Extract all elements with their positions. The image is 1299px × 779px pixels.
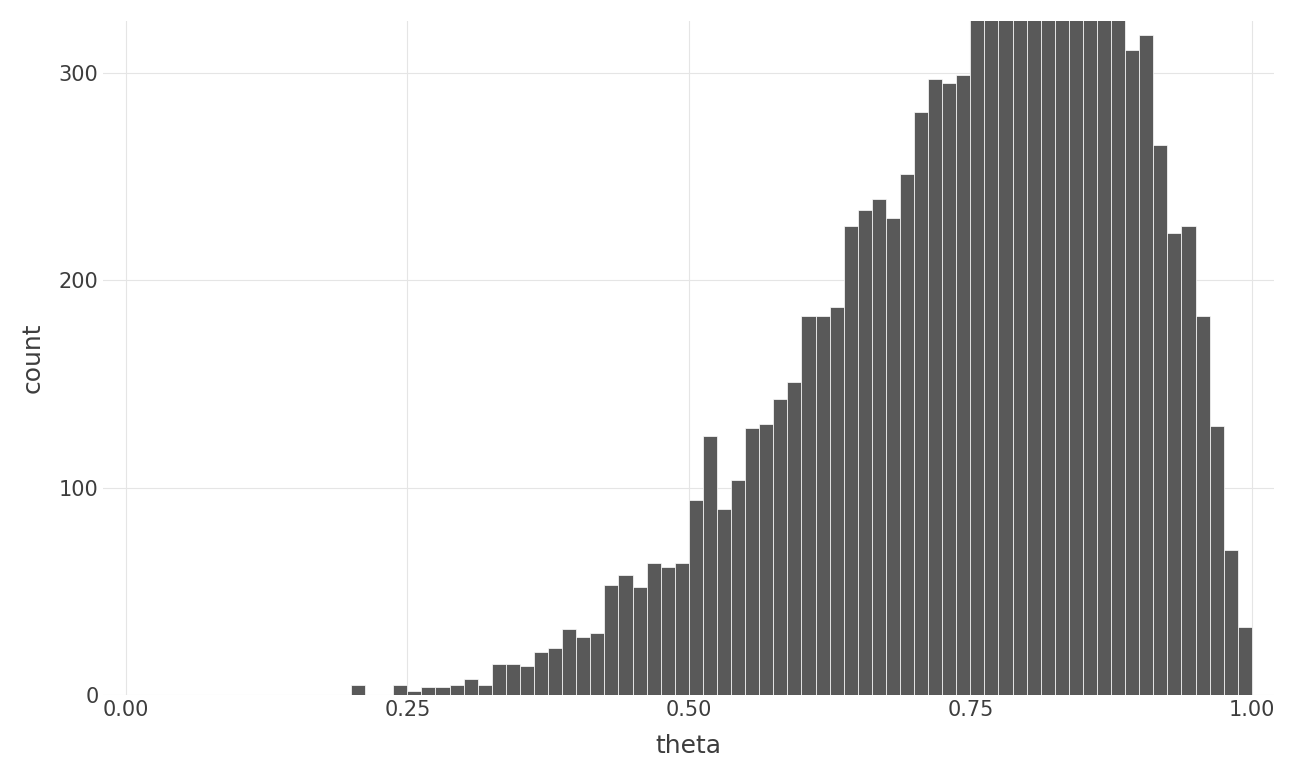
Bar: [1040, 0, 1055, 696]
Bar: [956, 75, 970, 696]
Bar: [478, 685, 492, 696]
Bar: [1224, 550, 1238, 696]
Bar: [1055, 0, 1069, 696]
Bar: [927, 79, 942, 696]
Bar: [505, 664, 520, 696]
Bar: [999, 0, 1012, 696]
Bar: [351, 685, 365, 696]
Bar: [1238, 627, 1252, 696]
Bar: [562, 629, 577, 696]
Bar: [985, 0, 999, 696]
Bar: [548, 647, 562, 696]
Bar: [731, 480, 746, 696]
Bar: [1111, 0, 1125, 696]
Bar: [520, 666, 534, 696]
Bar: [970, 0, 985, 696]
Bar: [618, 575, 633, 696]
Y-axis label: count: count: [21, 323, 45, 393]
Bar: [647, 562, 661, 696]
Bar: [421, 687, 435, 696]
Bar: [1096, 0, 1111, 696]
Bar: [1069, 12, 1083, 696]
Bar: [1125, 50, 1139, 696]
Bar: [408, 691, 421, 696]
Bar: [394, 685, 408, 696]
Bar: [1154, 146, 1168, 696]
Bar: [773, 399, 787, 696]
Bar: [703, 436, 717, 696]
Bar: [857, 210, 872, 696]
Bar: [1182, 227, 1195, 696]
Bar: [717, 509, 731, 696]
Bar: [633, 587, 647, 696]
Bar: [661, 567, 674, 696]
X-axis label: theta: theta: [656, 734, 722, 758]
Bar: [759, 424, 773, 696]
Bar: [534, 652, 548, 696]
Bar: [1168, 233, 1182, 696]
Bar: [577, 637, 590, 696]
Bar: [464, 679, 478, 696]
Bar: [787, 382, 801, 696]
Bar: [872, 199, 886, 696]
Bar: [435, 687, 449, 696]
Bar: [1026, 0, 1040, 696]
Bar: [914, 112, 927, 696]
Bar: [900, 174, 914, 696]
Bar: [604, 585, 618, 696]
Bar: [942, 83, 956, 696]
Bar: [688, 500, 703, 696]
Bar: [590, 633, 604, 696]
Bar: [886, 218, 900, 696]
Bar: [843, 227, 857, 696]
Bar: [1139, 35, 1154, 696]
Bar: [830, 307, 843, 696]
Bar: [746, 428, 759, 696]
Bar: [449, 685, 464, 696]
Bar: [801, 315, 816, 696]
Bar: [1209, 425, 1224, 696]
Bar: [1083, 6, 1096, 696]
Bar: [674, 562, 688, 696]
Bar: [816, 315, 830, 696]
Bar: [492, 664, 505, 696]
Bar: [1012, 0, 1026, 696]
Bar: [1195, 315, 1209, 696]
